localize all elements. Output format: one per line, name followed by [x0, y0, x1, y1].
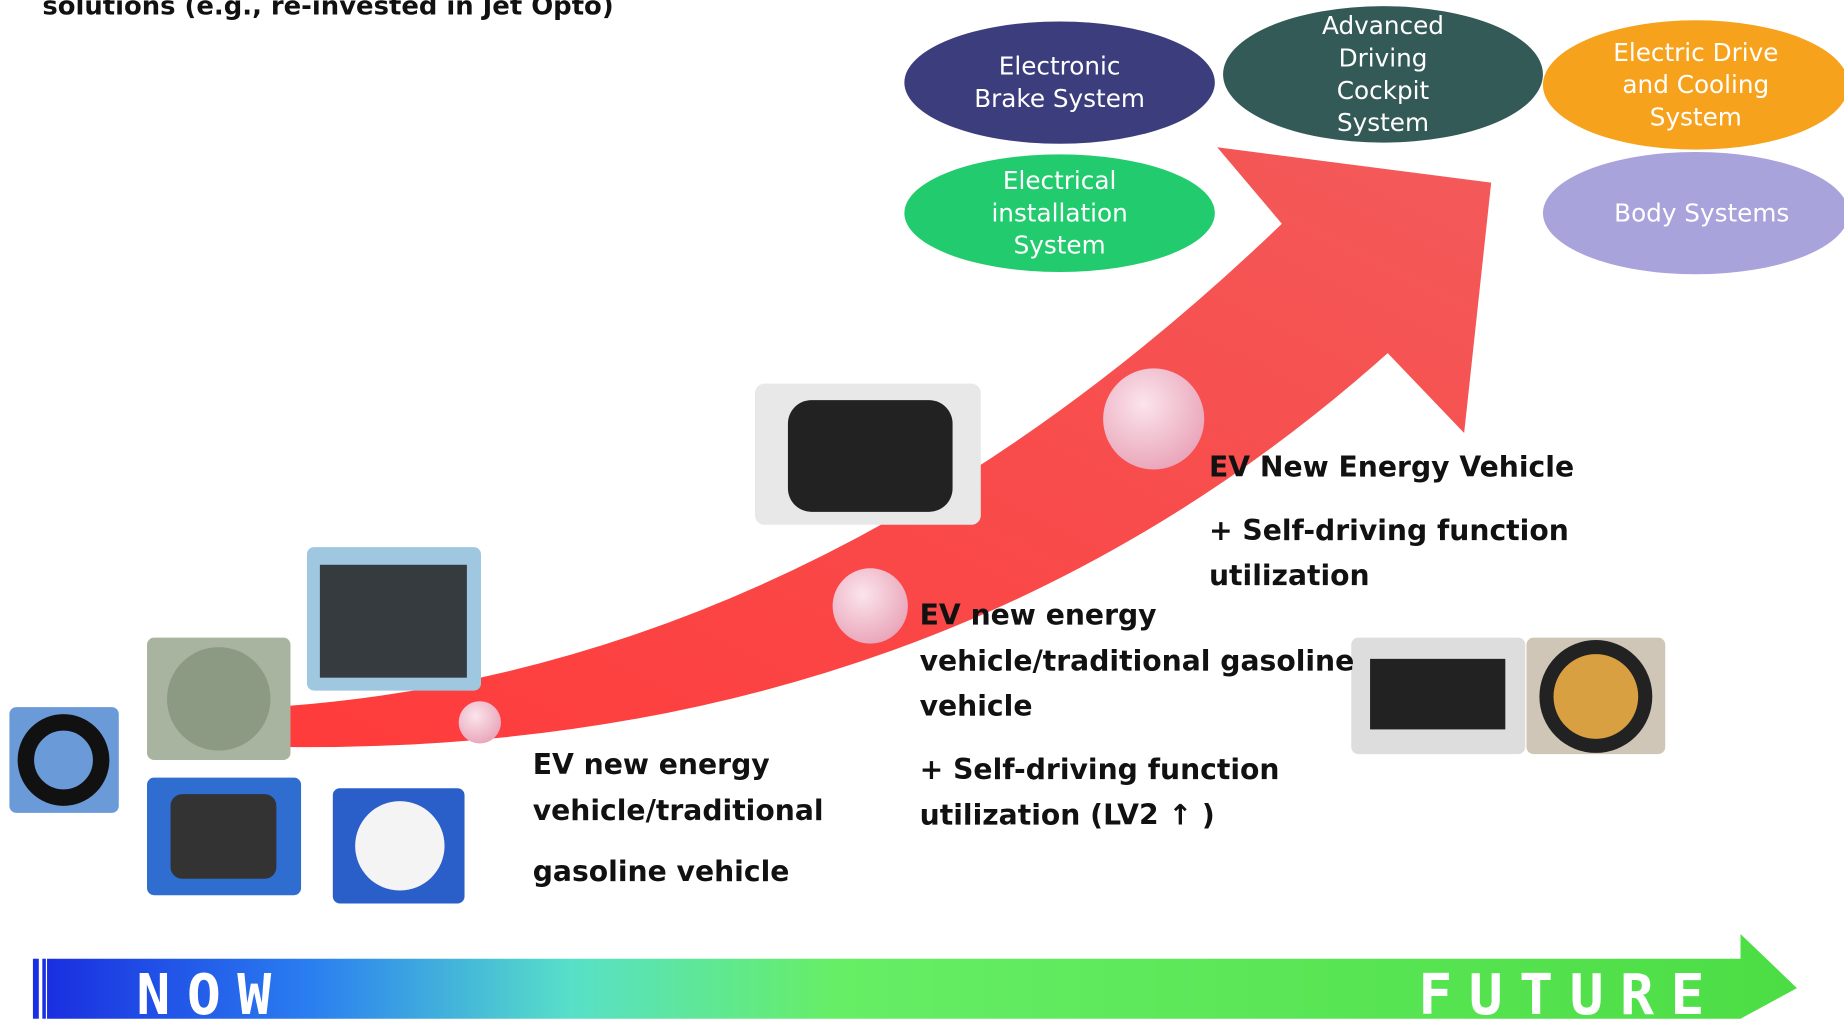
system-label: Electronic	[999, 52, 1121, 81]
stage-text: EV new energy	[533, 748, 770, 781]
photo-gear	[166, 647, 271, 751]
photo-gear	[355, 801, 445, 891]
system-bubble	[1542, 20, 1844, 150]
system-label: System	[1014, 231, 1106, 260]
header-text: solutions (e.g., re-invested in Jet Opto…	[42, 0, 613, 21]
stage-text: utilization	[1209, 559, 1370, 592]
system-label: System	[1337, 108, 1429, 137]
stage-text: vehicle/traditional	[533, 794, 824, 827]
system-bubble	[904, 154, 1215, 272]
photo-part	[319, 564, 467, 678]
timeline-start: NOW	[136, 963, 287, 1019]
stage-text: EV New Energy Vehicle	[1209, 451, 1574, 484]
system-label: Body Systems	[1614, 198, 1789, 227]
system-bubble	[1223, 6, 1543, 143]
photo-part	[1539, 640, 1653, 753]
system-label: System	[1650, 103, 1742, 132]
photo-gear	[17, 714, 110, 806]
milestone	[458, 701, 501, 744]
system-label: Electric Drive	[1613, 38, 1778, 67]
photo-part	[170, 794, 277, 879]
system-bubble	[1542, 152, 1844, 275]
system-label: Brake System	[974, 84, 1145, 113]
timeline-stripe	[32, 958, 39, 1019]
system-label: and Cooling	[1622, 70, 1769, 99]
system-label: Driving	[1339, 43, 1428, 72]
photo-part	[1370, 658, 1506, 730]
stage-text: + Self-driving function	[1209, 514, 1569, 547]
system-label: Electrical	[1003, 166, 1116, 195]
stage-text: vehicle/traditional gasoline	[920, 645, 1355, 678]
milestone	[832, 568, 908, 644]
photo-part	[787, 400, 953, 512]
system-label: Advanced	[1322, 11, 1444, 40]
system-label: installation	[991, 198, 1127, 227]
system-label: Cockpit	[1337, 76, 1430, 105]
photos	[9, 383, 1666, 904]
stage-text: EV new energy	[920, 599, 1157, 632]
timeline-end: FUTURE	[1418, 963, 1721, 1019]
timeline-stripe	[42, 958, 46, 1019]
timeline-bar	[47, 934, 1797, 1019]
stage-text: gasoline vehicle	[533, 855, 790, 888]
stage-text: utilization (LV2 ↑ )	[920, 799, 1215, 832]
stage-text: vehicle	[920, 689, 1033, 722]
system-bubble	[904, 21, 1215, 144]
stage-text: + Self-driving function	[920, 753, 1280, 786]
milestone	[1103, 368, 1205, 470]
